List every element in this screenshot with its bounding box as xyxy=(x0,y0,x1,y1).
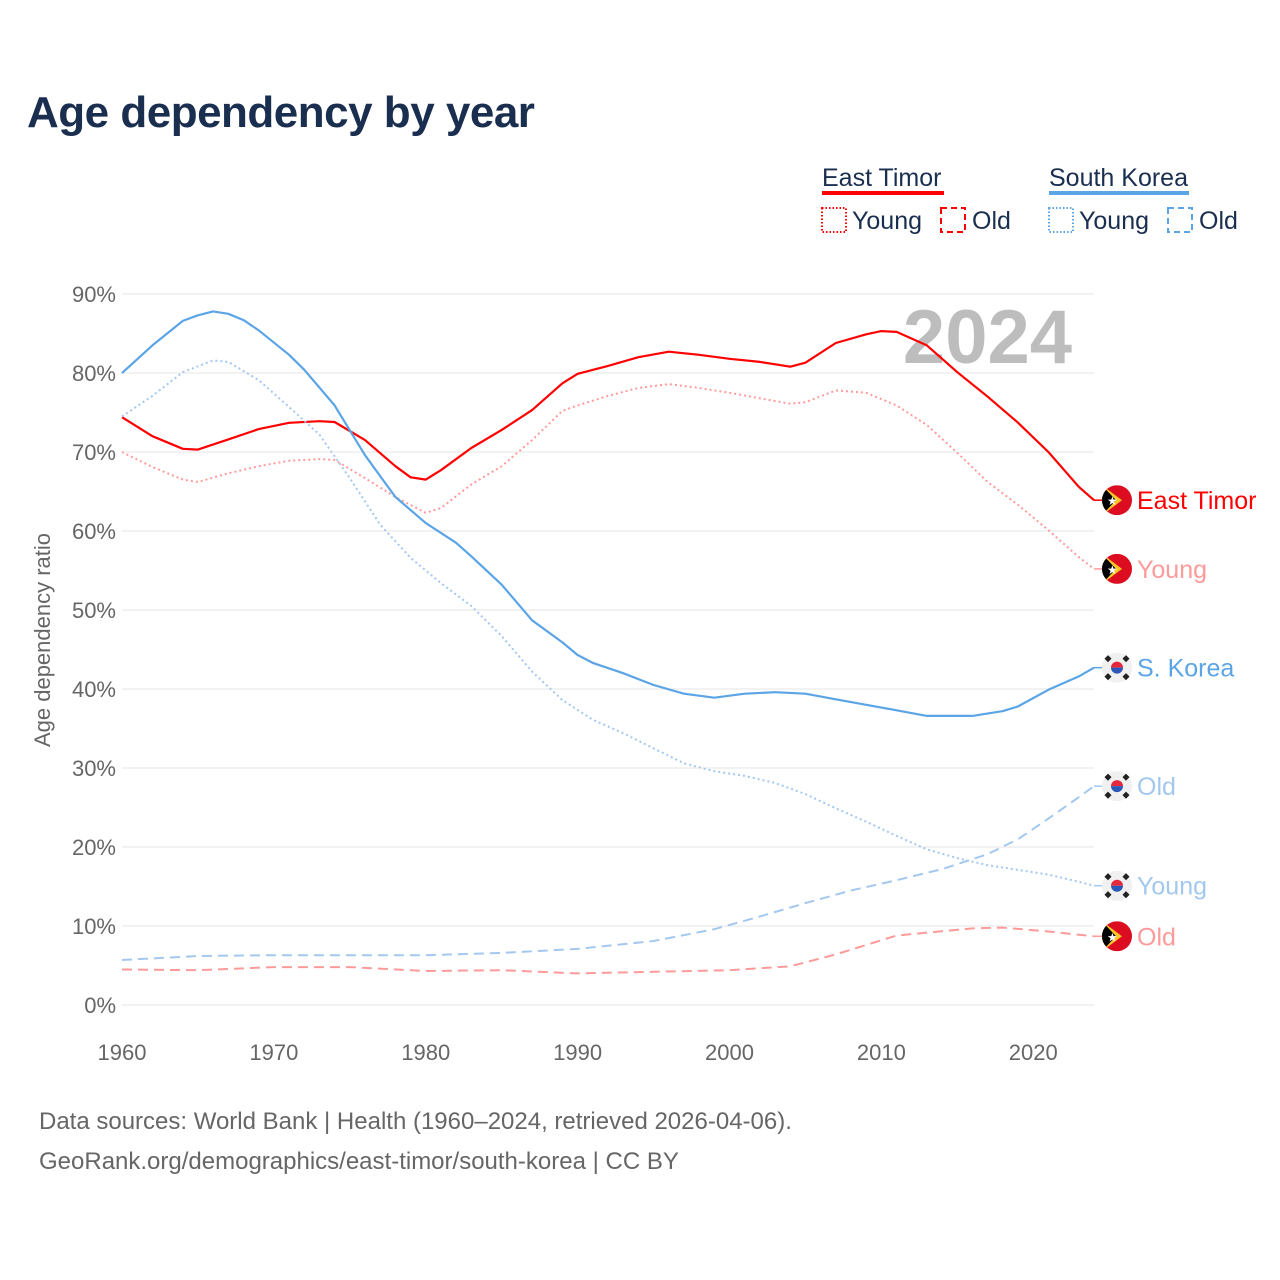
chart-title: Age dependency by year xyxy=(27,88,535,137)
y-axis-label: Age dependency ratio xyxy=(30,533,55,747)
series-line-east-timor xyxy=(121,330,1095,502)
legend-title: South Korea xyxy=(1049,164,1188,192)
end-label-text: Young xyxy=(1137,873,1207,901)
series-line-south-korea-old xyxy=(121,785,1095,961)
y-tick-label: 40% xyxy=(72,677,116,702)
east-timor-flag-icon: ★ xyxy=(1102,553,1132,584)
legend-underline xyxy=(1049,191,1189,195)
x-tick-label: 2000 xyxy=(705,1040,754,1065)
legend-item-young[interactable]: Young xyxy=(852,207,922,235)
svg-text:★: ★ xyxy=(1107,563,1118,577)
y-tick-label: 70% xyxy=(72,440,116,465)
end-label-text: Old xyxy=(1137,773,1176,801)
x-tick-label: 2020 xyxy=(1009,1040,1058,1065)
south-korea-flag-icon xyxy=(1102,652,1132,683)
legend-swatch-old[interactable] xyxy=(1167,207,1193,233)
y-tick-label: 0% xyxy=(84,993,116,1018)
legend-swatch-young[interactable] xyxy=(1048,207,1074,233)
legend-group-east-timor[interactable]: East Timor Young Old xyxy=(821,164,1011,235)
end-label-text: Old xyxy=(1137,923,1176,951)
y-tick-label: 30% xyxy=(72,756,116,781)
y-tick-label: 80% xyxy=(72,361,116,386)
legend-group-south-korea[interactable]: South Korea Young Old xyxy=(1048,164,1238,235)
end-label: S. Korea xyxy=(1094,652,1234,683)
legend-item-old[interactable]: Old xyxy=(972,207,1011,235)
end-label: Young xyxy=(1094,870,1207,901)
end-label-text: Young xyxy=(1137,556,1207,584)
y-tick-label: 50% xyxy=(72,598,116,623)
end-label-text: S. Korea xyxy=(1137,655,1234,683)
year-watermark: 2024 xyxy=(903,295,1072,380)
end-label: ★ Old xyxy=(1094,921,1176,952)
legend-item-young[interactable]: Young xyxy=(1079,207,1149,235)
south-korea-flag-icon xyxy=(1102,870,1132,901)
end-label-text: East Timor xyxy=(1137,487,1256,515)
south-korea-flag-icon xyxy=(1102,771,1132,802)
end-label: ★ East Timor xyxy=(1094,485,1256,516)
legend-item-old[interactable]: Old xyxy=(1199,207,1238,235)
legend-underline xyxy=(822,191,944,195)
x-tick-label: 1970 xyxy=(249,1040,298,1065)
series-line-south-korea-young xyxy=(121,359,1095,887)
legend-title: East Timor xyxy=(822,164,941,192)
footer-sources: Data sources: World Bank | Health (1960–… xyxy=(39,1108,792,1135)
legend-swatch-old[interactable] xyxy=(940,207,966,233)
y-tick-label: 90% xyxy=(72,282,116,307)
legend-swatch-young[interactable] xyxy=(821,207,847,233)
y-tick-label: 20% xyxy=(72,835,116,860)
y-tick-label: 10% xyxy=(72,914,116,939)
x-tick-label: 2010 xyxy=(857,1040,906,1065)
series-line-east-timor-young xyxy=(121,383,1095,570)
end-label: Old xyxy=(1094,771,1176,802)
east-timor-flag-icon: ★ xyxy=(1102,485,1132,516)
x-tick-label: 1990 xyxy=(553,1040,602,1065)
east-timor-flag-icon: ★ xyxy=(1102,921,1132,952)
x-tick-label: 1960 xyxy=(98,1040,147,1065)
footer-link[interactable]: GeoRank.org/demographics/east-timor/sout… xyxy=(39,1148,679,1175)
end-label: ★ Young xyxy=(1094,553,1207,584)
series-line-south-korea xyxy=(121,310,1095,717)
svg-text:★: ★ xyxy=(1107,930,1118,944)
y-tick-label: 60% xyxy=(72,519,116,544)
svg-text:★: ★ xyxy=(1107,494,1118,508)
x-tick-label: 1980 xyxy=(401,1040,450,1065)
series-line-east-timor-old xyxy=(121,926,1095,975)
